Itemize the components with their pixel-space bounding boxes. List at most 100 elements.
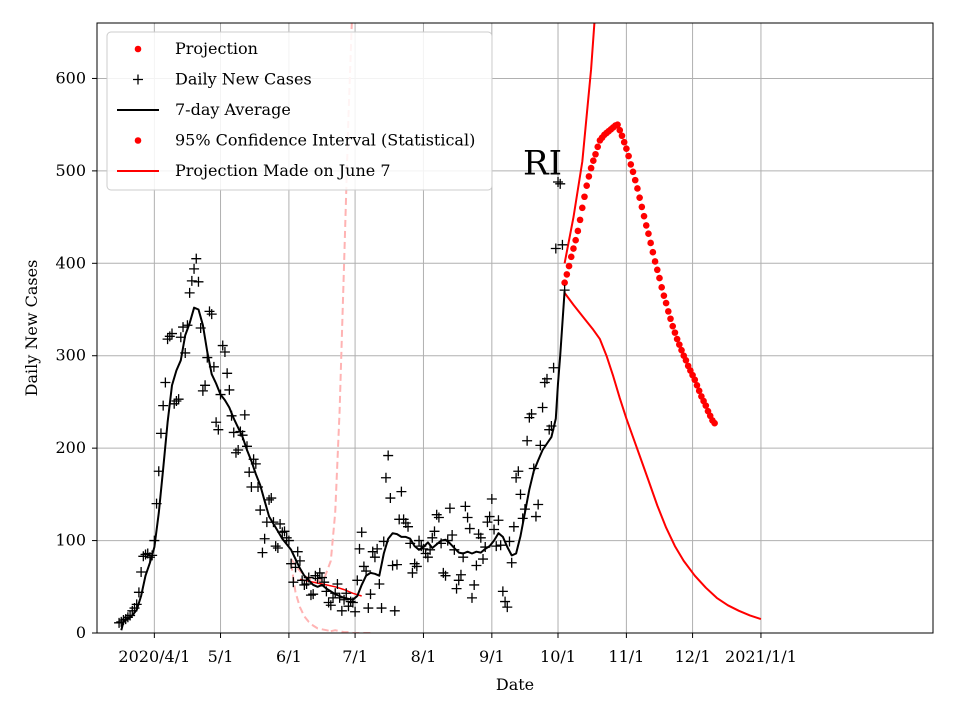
daily-case-point bbox=[469, 579, 480, 590]
daily-case-point bbox=[352, 575, 363, 586]
daily-case-point bbox=[332, 579, 343, 590]
ci-point bbox=[567, 253, 575, 261]
daily-case-point bbox=[522, 435, 533, 446]
ci-point bbox=[676, 341, 683, 348]
ci-point bbox=[671, 329, 679, 336]
ci-point bbox=[669, 322, 677, 330]
daily-case-point bbox=[462, 512, 473, 523]
legend-label: 95% Confidence Interval (Statistical) bbox=[175, 131, 475, 150]
ci-point bbox=[682, 357, 690, 364]
daily-case-point bbox=[213, 424, 224, 435]
daily-case-point bbox=[206, 309, 217, 320]
daily-case-point bbox=[228, 427, 239, 438]
x-tick-label: 2020/4/1 bbox=[118, 647, 190, 666]
legend-item-avg: 7-day Average bbox=[117, 100, 291, 119]
daily-case-point bbox=[533, 499, 544, 510]
daily-case-point bbox=[279, 526, 290, 537]
ci-point bbox=[585, 173, 593, 180]
x-tick-label: 12/1 bbox=[675, 647, 711, 666]
daily-case-point bbox=[429, 526, 440, 537]
daily-case-point bbox=[506, 557, 517, 568]
ci-point bbox=[636, 194, 643, 201]
ci-point bbox=[693, 382, 701, 389]
ci-point bbox=[592, 150, 599, 158]
daily-case-point bbox=[489, 524, 500, 535]
daily-case-point bbox=[239, 409, 250, 420]
ci-point bbox=[625, 152, 632, 160]
daily-case-point bbox=[264, 494, 275, 505]
ci-point bbox=[623, 145, 630, 152]
daily-case-point bbox=[275, 518, 286, 529]
x-axis-ticks: 2020/4/1 5/1 6/1 7/1 8/1 9/1 10/1 11/1 12/1 2021/… bbox=[118, 633, 797, 666]
daily-case-point bbox=[270, 541, 281, 552]
ci-point bbox=[565, 262, 573, 270]
ci-point bbox=[662, 299, 670, 307]
daily-case-point bbox=[288, 577, 299, 588]
daily-case-point bbox=[530, 511, 541, 522]
daily-case-point bbox=[155, 428, 166, 439]
legend-box bbox=[106, 31, 493, 191]
daily-case-point bbox=[186, 275, 197, 286]
daily-case-point bbox=[350, 606, 361, 617]
daily-case-point bbox=[191, 253, 202, 264]
ci-point bbox=[561, 279, 568, 287]
daily-case-point bbox=[526, 408, 537, 419]
daily-case-point bbox=[403, 521, 414, 532]
daily-case-point bbox=[211, 417, 222, 428]
daily-case-point bbox=[339, 594, 350, 605]
ci-point bbox=[691, 376, 699, 384]
ci-point bbox=[576, 216, 584, 224]
x-tick-label: 10/1 bbox=[540, 647, 576, 666]
y-tick-label: 500 bbox=[55, 161, 86, 180]
ci-point bbox=[587, 164, 595, 172]
daily-case-point bbox=[365, 589, 376, 600]
daily-case-point bbox=[389, 605, 400, 616]
daily-case-point bbox=[475, 532, 486, 543]
daily-case-point bbox=[414, 535, 425, 546]
y-tick-label: 600 bbox=[55, 68, 86, 87]
early-projection-floor-line bbox=[330, 629, 371, 633]
daily-case-point bbox=[444, 503, 455, 514]
ci-point bbox=[581, 193, 588, 201]
daily-case-point bbox=[385, 493, 396, 504]
daily-case-point bbox=[427, 532, 438, 543]
daily-case-point bbox=[341, 588, 352, 599]
daily-case-point bbox=[550, 243, 561, 254]
daily-case-point bbox=[266, 493, 277, 504]
daily-case-point bbox=[292, 546, 303, 557]
daily-case-point bbox=[453, 575, 464, 586]
legend-label: Daily New Cases bbox=[175, 70, 312, 89]
daily-case-point bbox=[411, 561, 422, 572]
daily-case-point bbox=[451, 583, 462, 594]
daily-case-point bbox=[166, 328, 177, 339]
daily-case-point bbox=[361, 566, 372, 577]
daily-case-point bbox=[193, 276, 204, 287]
daily-case-point bbox=[200, 380, 211, 391]
ci-point bbox=[631, 176, 639, 184]
ci-point bbox=[578, 204, 586, 212]
ci-point bbox=[647, 239, 654, 247]
daily-case-point bbox=[511, 472, 522, 483]
daily-case-point bbox=[314, 567, 325, 578]
ci-point bbox=[640, 212, 648, 220]
daily-case-point bbox=[508, 521, 519, 532]
daily-case-point bbox=[217, 340, 228, 351]
daily-case-point bbox=[553, 176, 564, 187]
daily-case-point bbox=[504, 536, 515, 547]
ci-point bbox=[616, 126, 624, 134]
daily-case-point bbox=[471, 560, 482, 571]
daily-case-point bbox=[283, 535, 294, 546]
daily-case-point bbox=[396, 486, 407, 497]
daily-case-point bbox=[491, 541, 502, 552]
x-tick-label: 8/1 bbox=[411, 647, 437, 666]
daily-case-point bbox=[460, 501, 471, 512]
daily-case-point bbox=[244, 467, 255, 478]
early-projection-lower-line bbox=[290, 563, 332, 633]
ci-point bbox=[658, 284, 665, 291]
daily-case-point bbox=[500, 596, 511, 607]
daily-case-point bbox=[158, 400, 169, 411]
seven-day-average-line bbox=[120, 290, 566, 631]
daily-case-point bbox=[422, 552, 433, 563]
ci-point bbox=[590, 157, 597, 165]
